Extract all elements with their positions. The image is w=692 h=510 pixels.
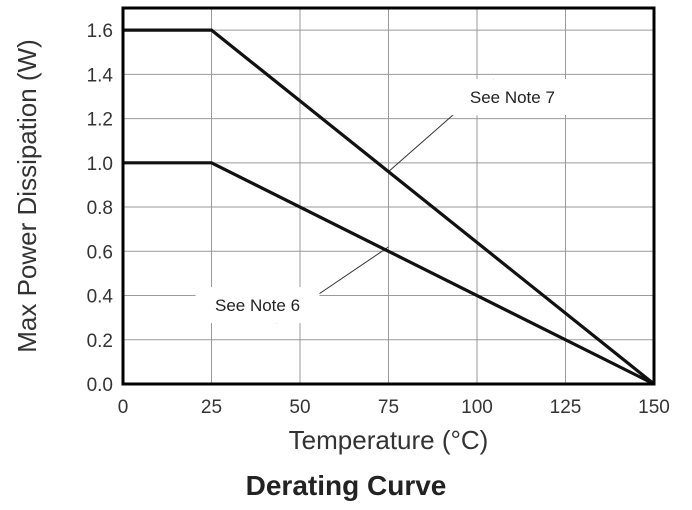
grid-lines [123, 8, 654, 384]
x-tick-label: 75 [378, 397, 399, 418]
x-tick-label: 50 [289, 397, 310, 418]
x-tick-labels: 0 25 50 75 100 125 150 [118, 397, 670, 418]
plot-frame [121, 6, 656, 386]
x-tick-label: 125 [550, 397, 582, 418]
annotation-background [195, 287, 320, 324]
series-lines [123, 28, 655, 386]
y-tick-label: 1.0 [87, 154, 113, 175]
y-tick-label: 0.2 [87, 331, 113, 352]
y-tick-label: 1.4 [87, 65, 114, 86]
annotation-label: See Note 7 [470, 88, 555, 107]
x-axis-title: Temperature (°C) [289, 425, 489, 455]
annotations: See Note 7 See Note 6 [195, 78, 575, 324]
x-tick-label: 100 [461, 397, 493, 418]
y-tick-label: 1.6 [87, 21, 113, 42]
x-tick-label: 150 [638, 397, 670, 418]
y-tick-label: 1.2 [87, 110, 113, 131]
annotation-label: See Note 6 [215, 296, 300, 315]
y-axis-title: Max Power Dissipation (W) [12, 39, 42, 353]
x-tick-label: 0 [118, 397, 129, 418]
y-tick-labels: 0.0 0.2 0.4 0.6 0.8 1.0 1.2 1.4 1.6 [87, 21, 114, 396]
x-tick-label: 25 [201, 397, 222, 418]
derating-series-line [123, 28, 655, 386]
y-tick-label: 0.8 [87, 198, 113, 219]
y-tick-label: 0.0 [87, 375, 113, 396]
derating-chart: See Note 7 See Note 6 0 25 50 75 100 125 150 0.… [12, 6, 670, 455]
y-tick-label: 0.4 [87, 287, 114, 308]
annotation-background [450, 79, 575, 116]
y-tick-label: 0.6 [87, 242, 113, 263]
chart-caption: Derating Curve [245, 470, 447, 501]
derating-series-line [123, 161, 655, 386]
